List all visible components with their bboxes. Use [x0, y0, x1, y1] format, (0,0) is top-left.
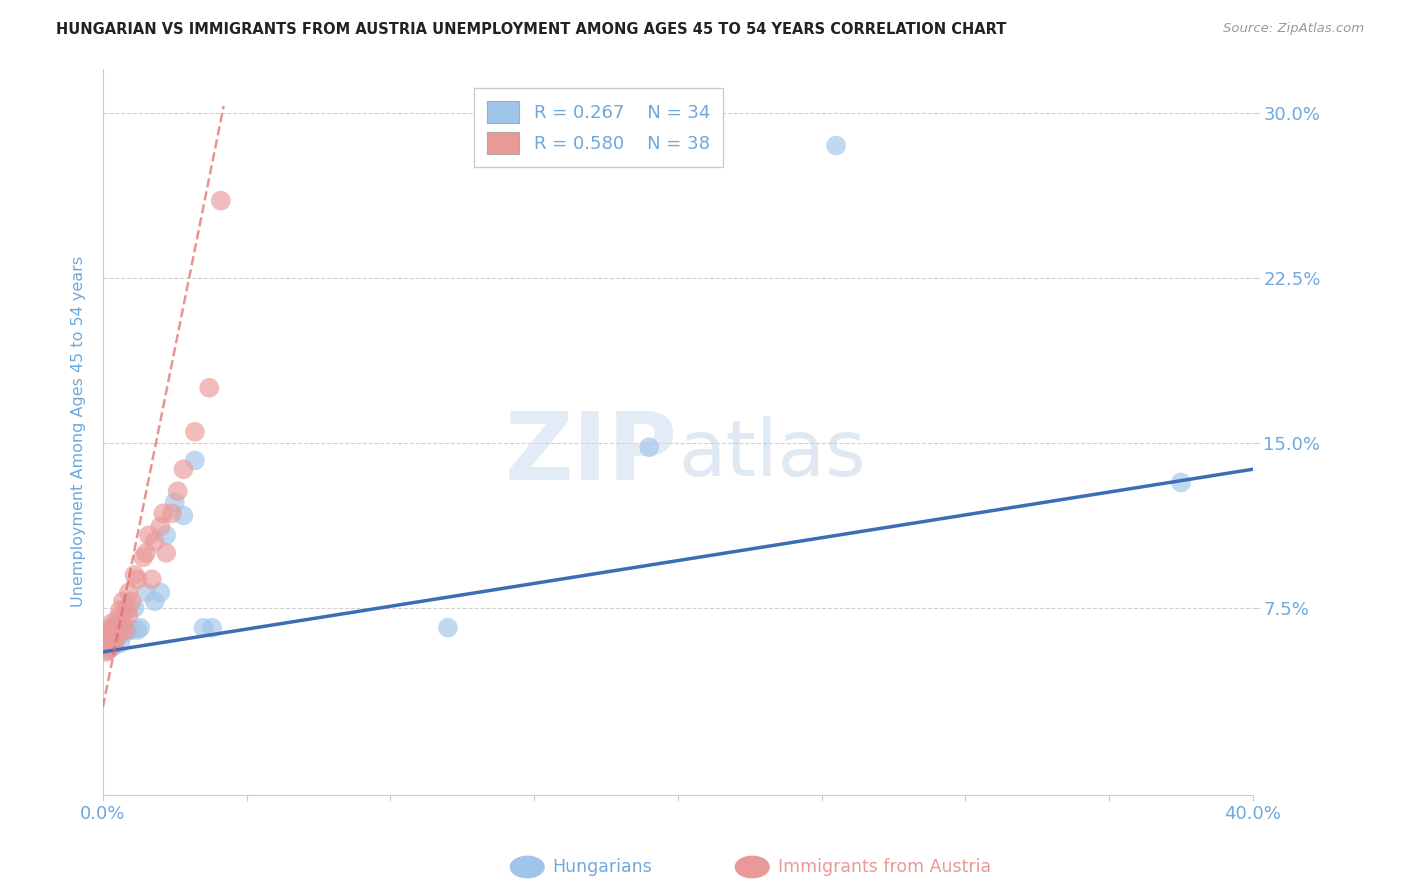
Point: [118, 601, 141, 615]
Point: [141, 572, 163, 586]
Point: [1170, 475, 1192, 490]
Point: [437, 621, 460, 635]
Point: [124, 601, 146, 615]
Text: atlas: atlas: [678, 416, 866, 491]
Point: [160, 506, 183, 520]
Text: HUNGARIAN VS IMMIGRANTS FROM AUSTRIA UNEMPLOYMENT AMONG AGES 45 TO 54 YEARS CORR: HUNGARIAN VS IMMIGRANTS FROM AUSTRIA UNE…: [56, 22, 1007, 37]
Point: [105, 630, 128, 644]
Point: [172, 462, 194, 476]
Point: [118, 585, 141, 599]
Point: [97, 642, 120, 657]
Point: [97, 642, 120, 657]
Point: [166, 484, 188, 499]
Point: [152, 506, 174, 520]
Point: [163, 495, 186, 509]
Point: [112, 616, 135, 631]
Point: [121, 594, 143, 608]
Point: [825, 138, 848, 153]
Point: [112, 594, 135, 608]
Point: [105, 630, 128, 644]
Point: [184, 425, 207, 439]
Point: [100, 640, 122, 655]
Point: [94, 638, 117, 652]
Point: [135, 585, 157, 599]
Point: [121, 623, 143, 637]
Point: [100, 627, 122, 641]
Point: [124, 568, 146, 582]
Point: [127, 572, 149, 586]
Point: [149, 519, 172, 533]
Point: [105, 612, 128, 626]
Text: Hungarians: Hungarians: [553, 858, 652, 876]
Point: [118, 607, 141, 622]
Point: [198, 381, 221, 395]
Point: [115, 603, 138, 617]
Point: [103, 638, 125, 652]
Point: [100, 630, 122, 644]
Y-axis label: Unemployment Among Ages 45 to 54 years: Unemployment Among Ages 45 to 54 years: [72, 256, 86, 607]
Point: [201, 621, 224, 635]
Point: [155, 546, 177, 560]
Point: [94, 638, 117, 652]
Point: [97, 632, 120, 646]
Point: [97, 623, 120, 637]
Text: ZIP: ZIP: [505, 408, 678, 500]
Point: [155, 528, 177, 542]
Point: [105, 618, 128, 632]
Point: [143, 534, 166, 549]
Text: Immigrants from Austria: Immigrants from Austria: [778, 858, 991, 876]
Legend: R = 0.267    N = 34, R = 0.580    N = 38: R = 0.267 N = 34, R = 0.580 N = 38: [474, 88, 723, 167]
Point: [115, 625, 138, 640]
Point: [108, 623, 131, 637]
Point: [100, 621, 122, 635]
Point: [103, 636, 125, 650]
Point: [100, 638, 122, 652]
Text: Source: ZipAtlas.com: Source: ZipAtlas.com: [1223, 22, 1364, 36]
Point: [172, 508, 194, 523]
Point: [184, 453, 207, 467]
Point: [100, 616, 122, 631]
Point: [638, 440, 661, 454]
Point: [132, 550, 155, 565]
Point: [138, 528, 160, 542]
Point: [103, 627, 125, 641]
Point: [115, 623, 138, 637]
Point: [193, 621, 215, 635]
Point: [135, 546, 157, 560]
Point: [94, 645, 117, 659]
Point: [127, 623, 149, 637]
Point: [94, 630, 117, 644]
Point: [108, 603, 131, 617]
Point: [129, 621, 152, 635]
Point: [97, 634, 120, 648]
Point: [108, 625, 131, 640]
Point: [94, 627, 117, 641]
Point: [108, 636, 131, 650]
Point: [112, 623, 135, 637]
Point: [143, 594, 166, 608]
Point: [97, 623, 120, 637]
Point: [103, 623, 125, 637]
Point: [209, 194, 232, 208]
Point: [149, 585, 172, 599]
